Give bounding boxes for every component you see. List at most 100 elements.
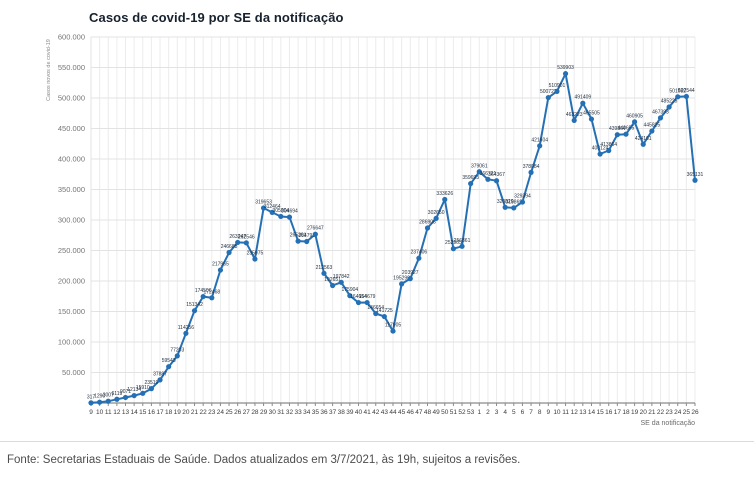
data-point xyxy=(304,238,310,245)
data-point-label: 319653 xyxy=(255,200,272,206)
data-point-label: 175904 xyxy=(342,287,359,293)
data-point-label: 467393 xyxy=(652,109,669,115)
data-point-label: 146654 xyxy=(367,305,384,311)
x-axis-tick-label: 15 xyxy=(596,409,604,416)
data-point xyxy=(252,256,258,262)
data-point-label: 408124 xyxy=(592,146,609,152)
data-point xyxy=(286,214,293,220)
data-point-label: 117905 xyxy=(385,323,402,329)
x-axis-tick-label: 49 xyxy=(433,409,441,416)
data-point xyxy=(666,104,672,110)
x-axis-tick-label: 53 xyxy=(467,409,475,416)
data-point-label: 203927 xyxy=(402,270,419,276)
x-axis-tick-label: 32 xyxy=(286,409,294,416)
data-point xyxy=(166,364,172,370)
x-axis-tick-label: 20 xyxy=(640,409,648,416)
data-point xyxy=(295,238,301,244)
data-point-label: 237406 xyxy=(411,250,428,256)
data-point xyxy=(364,299,370,306)
data-point-label: 329394 xyxy=(514,194,531,200)
x-axis-tick-label: 12 xyxy=(113,409,121,416)
y-axis-tick-label: 50.000 xyxy=(62,368,85,377)
y-axis-tick-label: 600.000 xyxy=(58,33,85,42)
data-point-label: 502544 xyxy=(678,88,695,94)
data-point-label: 500722 xyxy=(540,89,557,95)
data-point-label: 445825 xyxy=(644,123,661,129)
x-axis-tick-label: 13 xyxy=(122,409,130,416)
data-point-label: 413864 xyxy=(600,142,617,148)
data-point-label: 235975 xyxy=(247,251,264,257)
x-axis-tick-label: 15 xyxy=(139,409,147,416)
data-point xyxy=(537,143,543,149)
data-point-label: 246688 xyxy=(221,244,238,250)
data-point-label: 23519 xyxy=(144,380,158,386)
x-axis-tick-label: 1 xyxy=(477,409,481,416)
data-point xyxy=(88,400,94,406)
x-axis-tick-label: 35 xyxy=(312,409,320,416)
x-axis-tick-label: 16 xyxy=(148,409,156,416)
data-point xyxy=(571,117,577,124)
data-point-label: 286905 xyxy=(419,219,436,225)
data-point-label: 256861 xyxy=(454,238,471,244)
data-point-label: 317 xyxy=(87,394,96,400)
data-point-label: 276647 xyxy=(307,226,324,232)
data-point xyxy=(614,132,620,138)
x-axis-tick-label: 19 xyxy=(174,409,182,416)
data-point-label: 364367 xyxy=(488,172,505,178)
data-point xyxy=(122,394,129,401)
data-point-label: 164654 xyxy=(350,294,367,300)
x-axis-tick-label: 51 xyxy=(450,409,458,416)
x-axis-tick-label: 36 xyxy=(320,409,328,416)
x-axis-tick-label: 40 xyxy=(355,409,363,416)
data-point xyxy=(131,392,137,399)
data-point-label: 333626 xyxy=(436,191,453,197)
data-point xyxy=(528,169,534,175)
data-point xyxy=(442,196,448,203)
data-point xyxy=(381,313,387,320)
x-axis-tick-label: 48 xyxy=(424,409,432,416)
data-point xyxy=(606,147,612,154)
data-point xyxy=(692,177,698,183)
data-point-label: 172468 xyxy=(203,289,220,295)
y-axis-tick-label: 350.000 xyxy=(58,185,85,194)
data-point-label: 197842 xyxy=(333,274,350,280)
data-point-label: 320829 xyxy=(497,199,514,205)
data-point xyxy=(416,255,422,261)
data-point-label: 365131 xyxy=(687,172,704,178)
data-point-label: 141725 xyxy=(376,308,393,314)
data-point xyxy=(338,279,344,285)
data-point-label: 164679 xyxy=(359,294,376,300)
x-axis-tick-label: 31 xyxy=(277,409,285,416)
data-point-label: 359693 xyxy=(462,175,479,181)
data-point xyxy=(407,276,413,282)
x-axis-tick-label: 7 xyxy=(529,409,533,416)
data-point xyxy=(260,205,267,211)
x-axis-tick-label: 3 xyxy=(495,409,499,416)
data-point-label: 501932 xyxy=(669,88,686,94)
data-point-label: 265391 xyxy=(290,233,307,239)
data-point xyxy=(649,128,655,134)
data-point-label: 465505 xyxy=(583,111,600,117)
data-point-label: 463223 xyxy=(566,112,583,118)
x-axis-tick-label: 52 xyxy=(458,409,466,416)
data-point xyxy=(140,390,146,396)
chart-title: Casos de covid-19 por SE da notificação xyxy=(89,10,344,25)
data-point xyxy=(105,398,111,404)
data-point-label: 217965 xyxy=(212,262,229,268)
data-point xyxy=(511,205,517,211)
data-point-label: 6119 xyxy=(112,391,123,397)
y-axis-title: Casos novos de covid-19 xyxy=(46,39,52,101)
x-axis-tick-label: 38 xyxy=(338,409,346,416)
x-axis-tick-label: 11 xyxy=(562,409,569,416)
x-axis-tick-label: 25 xyxy=(225,409,233,416)
data-point xyxy=(493,178,500,184)
data-point xyxy=(476,169,482,175)
data-point-label: 366721 xyxy=(480,171,497,177)
data-point-label: 264791 xyxy=(298,233,315,239)
data-point-label: 151342 xyxy=(186,302,203,308)
y-axis-tick-label: 250.000 xyxy=(58,246,85,255)
x-axis-tick-label: 27 xyxy=(243,409,251,416)
data-point xyxy=(148,386,154,392)
data-point-label: 304694 xyxy=(281,209,298,215)
x-axis-tick-label: 16 xyxy=(605,409,613,416)
